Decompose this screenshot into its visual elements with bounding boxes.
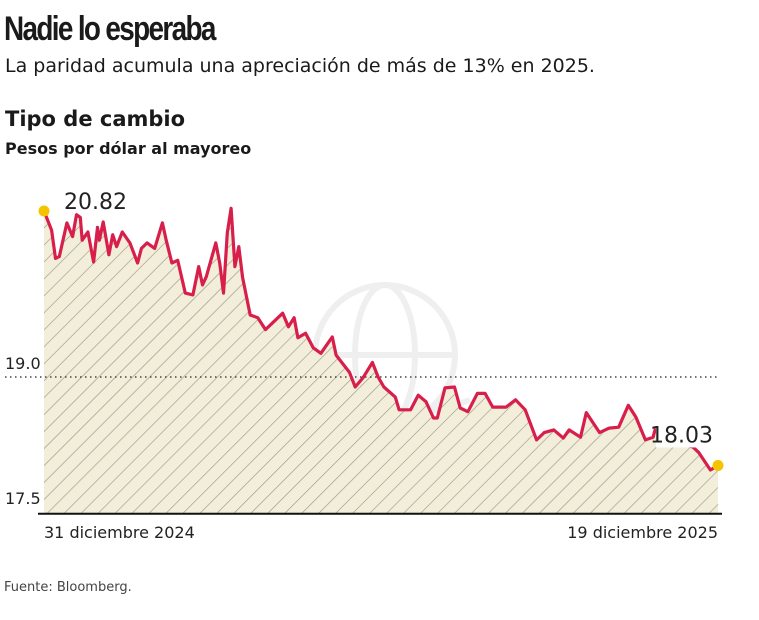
end-label-background: [656, 421, 714, 448]
x-tick-label-end: 19 diciembre 2025: [567, 523, 718, 542]
chart-unit-label: Pesos por dólar al mayoreo: [5, 139, 252, 158]
headline: Nadie lo esperaba: [4, 10, 216, 48]
start-value-label: 20.82: [64, 190, 127, 215]
exchange-rate-line: [42, 206, 719, 472]
start-point-marker: [38, 205, 50, 217]
subheadline: La paridad acumula una apreciación de má…: [5, 55, 595, 77]
end-point-marker: [712, 459, 724, 471]
x-tick-label-start: 31 diciembre 2024: [44, 523, 195, 542]
end-value-label: 18.03: [650, 423, 713, 448]
chart-title: Tipo de cambio: [5, 107, 186, 131]
area-fill: [44, 208, 718, 514]
source-note: Fuente: Bloomberg.: [4, 580, 132, 595]
y-tick-label: 17.5: [5, 489, 41, 508]
y-tick-label: 19.0: [5, 354, 41, 373]
